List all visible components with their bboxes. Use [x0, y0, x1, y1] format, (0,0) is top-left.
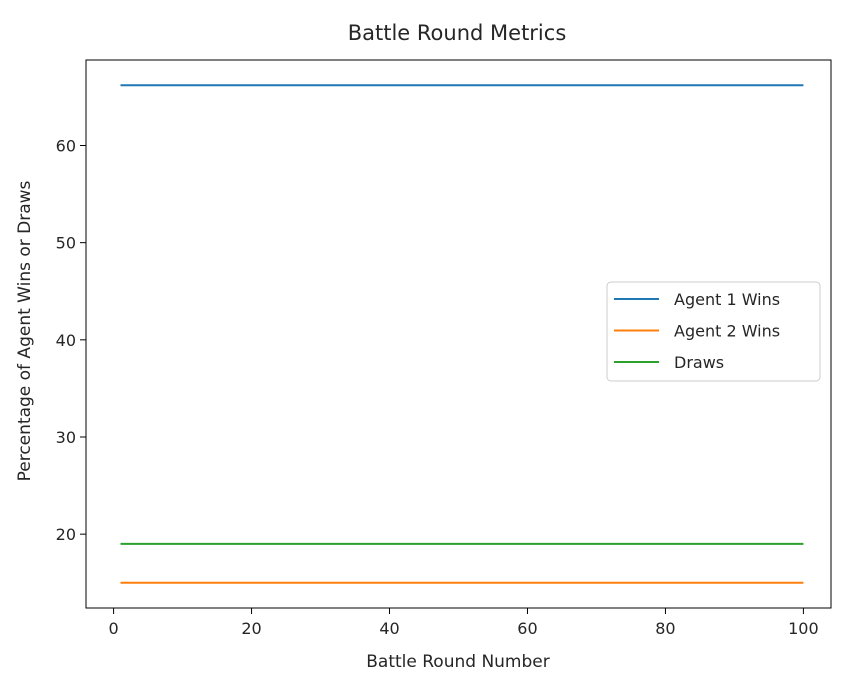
y-tick-label: 30	[56, 428, 76, 447]
plot-area: 0 20 40 60 80 100 20 30 40 50 60	[56, 59, 832, 638]
x-tick-label: 0	[108, 619, 118, 638]
x-tick-label: 40	[379, 619, 399, 638]
y-tick-label: 50	[56, 234, 76, 253]
y-tick-label: 40	[56, 331, 76, 350]
y-axis-label: Percentage of Agent Wins or Draws	[15, 180, 35, 481]
x-tick-label: 60	[517, 619, 537, 638]
legend-label: Draws	[674, 353, 724, 372]
x-axis: 0 20 40 60 80 100	[108, 608, 819, 638]
y-axis: 20 30 40 50 60	[56, 137, 86, 544]
x-tick-label: 80	[655, 619, 675, 638]
x-axis-label: Battle Round Number	[366, 652, 549, 672]
chart-title: Battle Round Metrics	[348, 21, 567, 45]
series-layer	[120, 84, 804, 584]
legend: Agent 1 Wins Agent 2 Wins Draws	[606, 281, 821, 382]
legend-label: Agent 1 Wins	[674, 290, 780, 309]
x-tick-label: 20	[241, 619, 261, 638]
y-tick-label: 20	[56, 525, 76, 544]
x-tick-label: 100	[788, 619, 819, 638]
legend-label: Agent 2 Wins	[674, 322, 780, 341]
legend-box	[606, 281, 821, 382]
plot-frame	[85, 59, 832, 609]
y-tick-label: 60	[56, 137, 76, 156]
